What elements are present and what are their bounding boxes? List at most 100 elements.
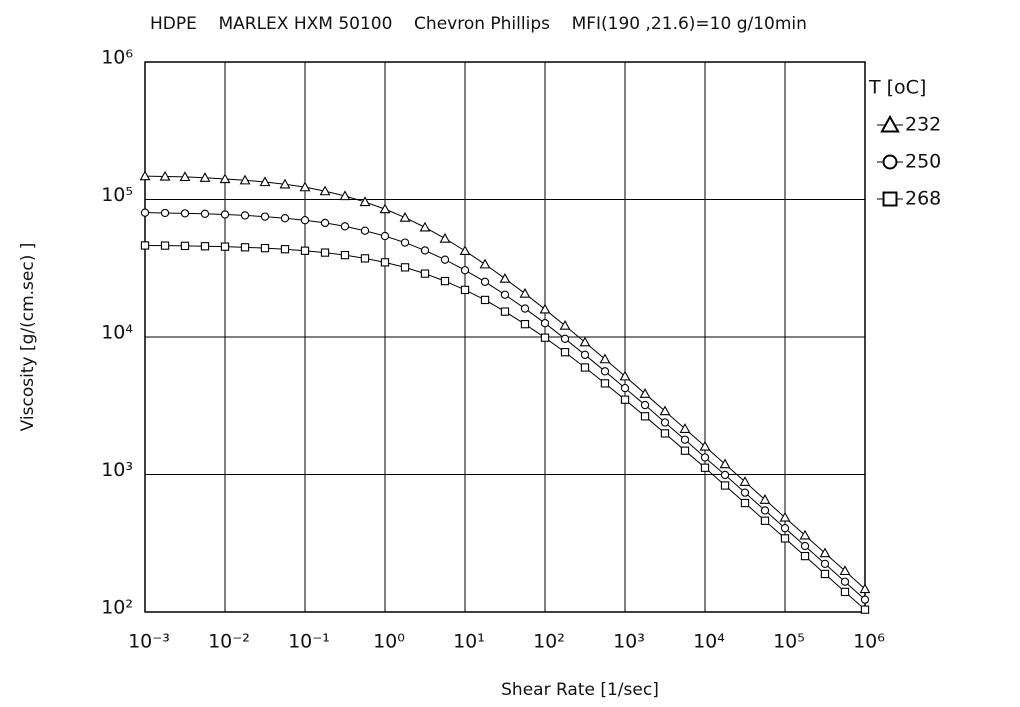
data-point bbox=[480, 277, 490, 286]
data-point bbox=[240, 243, 250, 252]
data-point bbox=[180, 241, 190, 251]
data-point bbox=[819, 547, 831, 558]
data-point bbox=[199, 172, 211, 182]
x-tick-label: 10⁻¹ bbox=[288, 631, 330, 653]
data-point bbox=[139, 170, 151, 181]
data-point bbox=[140, 208, 150, 217]
data-point bbox=[380, 258, 390, 267]
data-point bbox=[340, 250, 350, 260]
data-point bbox=[860, 605, 870, 614]
data-point bbox=[580, 350, 590, 359]
data-point bbox=[600, 367, 610, 376]
data-point bbox=[839, 565, 851, 576]
data-point bbox=[520, 304, 530, 313]
data-point bbox=[539, 303, 551, 314]
data-point bbox=[160, 208, 170, 218]
data-point bbox=[160, 241, 170, 250]
data-point bbox=[140, 241, 150, 250]
data-point bbox=[820, 559, 830, 568]
data-point bbox=[159, 170, 171, 181]
data-point bbox=[200, 242, 210, 251]
data-point bbox=[580, 363, 590, 372]
data-point bbox=[420, 246, 430, 255]
y-tick-label: 10⁴ bbox=[101, 322, 133, 344]
data-point bbox=[859, 583, 871, 594]
data-point bbox=[699, 440, 711, 451]
data-point bbox=[600, 379, 610, 388]
data-point bbox=[399, 211, 411, 222]
data-point bbox=[179, 171, 191, 182]
data-point bbox=[379, 203, 391, 214]
data-point bbox=[860, 595, 870, 604]
data-point bbox=[800, 541, 810, 551]
x-tick-label: 10⁴ bbox=[693, 631, 725, 653]
data-point bbox=[740, 498, 750, 508]
x-tick-label: 10⁶ bbox=[853, 631, 885, 653]
data-point bbox=[400, 238, 410, 247]
data-point bbox=[800, 551, 810, 561]
data-point bbox=[419, 221, 431, 232]
data-point bbox=[640, 412, 650, 421]
data-point bbox=[420, 269, 430, 278]
x-tick-label: 10⁻² bbox=[208, 631, 250, 653]
data-point bbox=[499, 272, 511, 283]
data-point bbox=[479, 258, 491, 269]
data-point bbox=[439, 232, 451, 243]
data-point bbox=[759, 494, 771, 504]
data-point bbox=[460, 285, 470, 295]
data-point bbox=[740, 488, 750, 497]
chart-title: HDPE MARLEX HXM 50100 Chevron Phillips M… bbox=[150, 14, 807, 34]
data-point bbox=[459, 245, 471, 256]
data-point bbox=[640, 400, 650, 410]
y-tick-label: 10⁶ bbox=[101, 47, 133, 69]
y-tick-label: 10³ bbox=[101, 459, 133, 481]
data-point bbox=[200, 209, 210, 218]
data-point bbox=[720, 470, 730, 480]
data-point bbox=[720, 481, 730, 490]
x-tick-label: 10¹ bbox=[453, 631, 485, 653]
data-point bbox=[359, 196, 371, 207]
data-point bbox=[240, 211, 250, 220]
data-point bbox=[219, 173, 231, 184]
data-point bbox=[320, 248, 330, 257]
data-point bbox=[440, 276, 450, 286]
legend-marker bbox=[880, 114, 900, 133]
data-point bbox=[259, 176, 271, 187]
data-point bbox=[820, 569, 830, 579]
data-point bbox=[180, 209, 190, 218]
data-point bbox=[680, 435, 690, 444]
data-point bbox=[220, 242, 230, 251]
x-tick-label: 10² bbox=[533, 631, 565, 653]
data-point bbox=[280, 245, 290, 254]
data-point bbox=[260, 243, 270, 253]
data-point bbox=[299, 181, 311, 192]
data-point bbox=[620, 383, 630, 393]
x-axis-label: Shear Rate [1/sec] bbox=[501, 680, 659, 700]
data-point bbox=[380, 231, 390, 241]
data-point bbox=[739, 476, 751, 486]
data-point bbox=[760, 516, 770, 525]
legend-label: 232 bbox=[905, 114, 941, 136]
x-tick-label: 10⁻³ bbox=[128, 631, 170, 653]
x-tick-label: 10⁰ bbox=[373, 631, 405, 653]
data-point bbox=[480, 295, 490, 305]
data-point bbox=[260, 212, 270, 221]
legend-marker bbox=[882, 191, 898, 207]
data-point bbox=[300, 216, 310, 225]
legend-title: T [oC] bbox=[868, 77, 926, 99]
data-point bbox=[700, 453, 710, 462]
legend-label: 268 bbox=[905, 188, 941, 210]
data-point bbox=[280, 214, 290, 223]
data-point bbox=[579, 336, 591, 347]
data-point bbox=[679, 423, 691, 433]
y-tick-label: 10⁵ bbox=[101, 184, 133, 206]
data-point bbox=[239, 174, 251, 185]
data-point bbox=[360, 254, 370, 263]
data-point bbox=[599, 353, 611, 364]
data-point bbox=[619, 370, 631, 381]
data-point bbox=[760, 506, 770, 515]
data-point bbox=[559, 319, 571, 330]
data-point bbox=[700, 463, 710, 472]
